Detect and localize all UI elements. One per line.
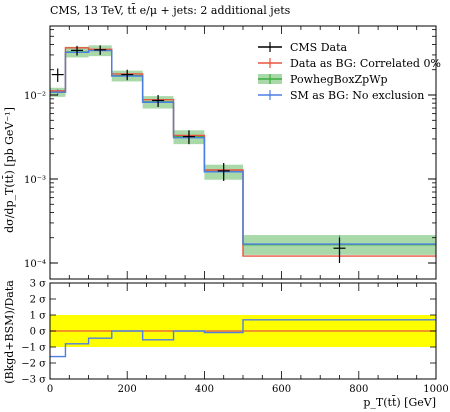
x-tick-label: 0 — [47, 384, 53, 395]
ratio-y-tick-label: −3 σ — [21, 375, 46, 386]
legend: CMS Data Data as BG: Correlated 0% PowhegB… — [258, 41, 441, 102]
legend-label: Data as BG: Correlated 0% — [290, 57, 441, 70]
ratio-y-axis-label: (Bkgd+BSM)/Data — [3, 280, 16, 384]
ratio-y-tick-label: 1 σ — [30, 311, 47, 322]
ratio-y-tick-label: 2 σ — [30, 295, 47, 306]
ratio-sm-line — [50, 319, 436, 358]
legend-item: SM as BG: No exclusion — [258, 89, 424, 102]
x-tick-label: 1000 — [423, 384, 448, 395]
ratio-y-tick-label: 3 σ — [30, 279, 47, 290]
chart-title: CMS, 13 TeV, tt̄ e/μ + jets: 2 additiona… — [50, 4, 291, 17]
x-tick-label: 200 — [118, 384, 137, 395]
ratio-plot: 3 σ 2 σ 1 σ 0 σ −1 σ −2 σ −3 σ0 200 400 600 800 100… — [21, 279, 448, 396]
main-y-axis-label: dσ/dp_T(tt̄) [pb GeV⁻¹] — [3, 107, 16, 233]
x-axis-label: p_T(tt̄) [GeV] — [363, 396, 436, 409]
main-y-tick-label: 10⁻² — [24, 91, 46, 102]
x-tick-label: 800 — [349, 384, 368, 395]
legend-item: Data as BG: Correlated 0% — [258, 57, 441, 70]
legend-label: CMS Data — [290, 41, 348, 54]
legend-item: CMS Data — [258, 41, 348, 54]
ratio-y-tick-label: −1 σ — [21, 343, 46, 354]
main-plot: 10⁻⁴ 10⁻³ 10⁻² — [24, 25, 437, 280]
x-tick-label: 400 — [195, 384, 214, 395]
main-y-tick-label: 10⁻⁴ — [24, 259, 46, 270]
legend-item: PowhegBoxZpWp — [258, 73, 388, 86]
legend-label: SM as BG: No exclusion — [290, 89, 424, 102]
main-y-tick-label: 10⁻³ — [24, 175, 46, 186]
ratio-y-tick-label: 0 σ — [30, 327, 47, 338]
ratio-y-tick-label: −2 σ — [21, 359, 46, 370]
x-tick-label: 600 — [272, 384, 291, 395]
legend-label: PowhegBoxZpWp — [290, 73, 388, 86]
